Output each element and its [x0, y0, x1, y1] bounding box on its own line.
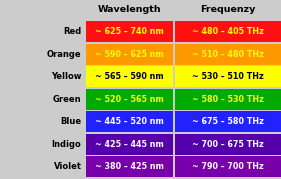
Bar	[175, 21, 281, 42]
Text: ~ 565 – 590 nm: ~ 565 – 590 nm	[95, 72, 164, 81]
Text: Yellow: Yellow	[51, 72, 81, 81]
Text: ~ 445 – 520 nm: ~ 445 – 520 nm	[95, 117, 164, 126]
Text: Violet: Violet	[53, 162, 81, 171]
Bar	[175, 89, 281, 110]
Bar	[175, 156, 281, 177]
Bar	[86, 156, 173, 177]
Text: ~ 700 – 675 THz: ~ 700 – 675 THz	[192, 140, 264, 149]
Text: ~ 625 – 740 nm: ~ 625 – 740 nm	[95, 28, 164, 37]
Text: ~ 530 – 510 THz: ~ 530 – 510 THz	[192, 72, 264, 81]
Text: Blue: Blue	[60, 117, 81, 126]
Text: ~ 580 – 530 THz: ~ 580 – 530 THz	[192, 95, 264, 104]
Bar	[86, 111, 173, 132]
Text: ~ 380 – 425 nm: ~ 380 – 425 nm	[95, 162, 164, 171]
Text: ~ 425 – 445 nm: ~ 425 – 445 nm	[95, 140, 164, 149]
Text: ~ 790 – 700 THz: ~ 790 – 700 THz	[192, 162, 264, 171]
Bar	[86, 66, 173, 87]
Text: Wavelength: Wavelength	[98, 5, 162, 14]
Text: Frequenzy: Frequenzy	[200, 5, 255, 14]
Text: ~ 590 – 625 nm: ~ 590 – 625 nm	[95, 50, 164, 59]
Text: ~ 675 – 580 THz: ~ 675 – 580 THz	[192, 117, 264, 126]
Bar	[86, 44, 173, 65]
Bar	[175, 66, 281, 87]
Text: ~ 510 – 480 THz: ~ 510 – 480 THz	[192, 50, 264, 59]
Bar	[175, 111, 281, 132]
Bar	[175, 44, 281, 65]
Text: Red: Red	[63, 28, 81, 37]
Bar	[175, 134, 281, 155]
Bar	[86, 134, 173, 155]
Text: Indigo: Indigo	[52, 140, 81, 149]
Bar	[86, 21, 173, 42]
Text: ~ 520 – 565 nm: ~ 520 – 565 nm	[95, 95, 164, 104]
Text: ~ 480 – 405 THz: ~ 480 – 405 THz	[192, 28, 264, 37]
Text: Green: Green	[53, 95, 81, 104]
Bar	[86, 89, 173, 110]
Text: Orange: Orange	[47, 50, 81, 59]
